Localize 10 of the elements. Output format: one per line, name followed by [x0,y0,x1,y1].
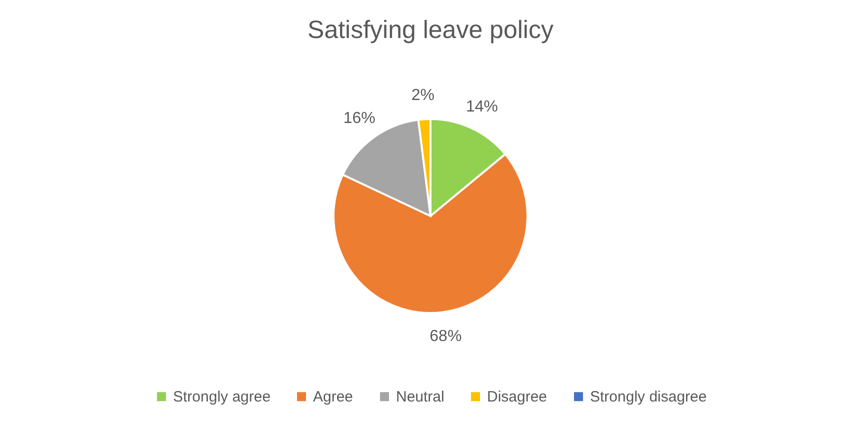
chart-title: Satisfying leave policy [308,16,554,44]
data-label: 16% [343,110,376,128]
data-label: 68% [430,328,462,346]
legend-label: Disagree [487,388,548,406]
legend-label: Agree [313,388,354,406]
data-label: 14% [466,98,498,116]
legend-label: Strongly disagree [590,388,707,406]
data-label: 2% [411,87,434,104]
legend-label: Neutral [396,388,444,406]
legend-label: Strongly agree [173,388,271,406]
